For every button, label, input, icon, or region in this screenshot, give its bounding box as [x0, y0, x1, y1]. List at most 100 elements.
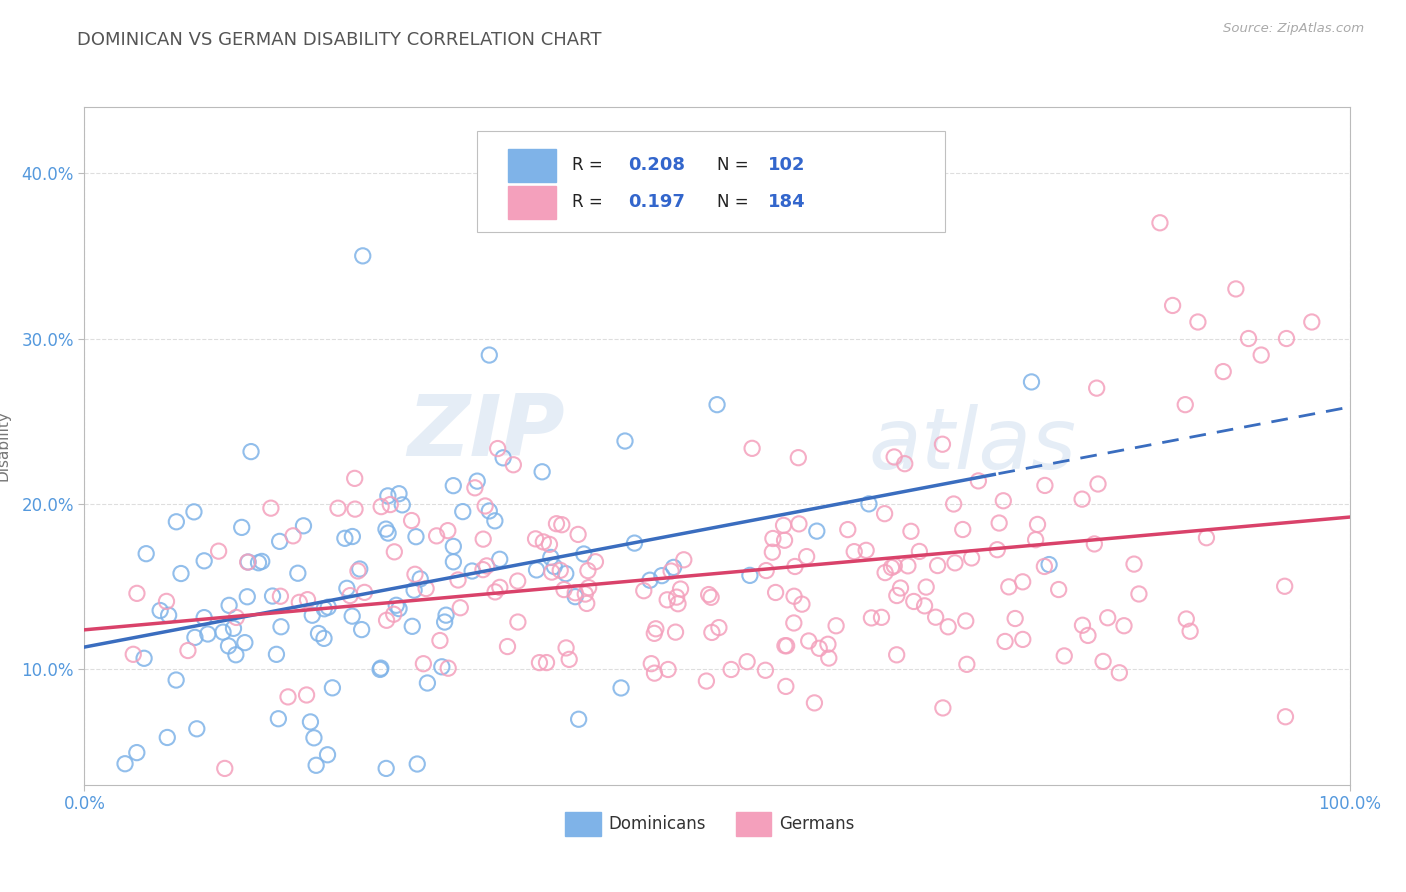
Point [149, 603, 172, 617]
Point [817, 651, 839, 665]
Point [465, 474, 488, 488]
Text: 0.197: 0.197 [628, 193, 685, 211]
Point [350, 623, 373, 637]
Point [1195, 531, 1218, 545]
Point [578, 581, 600, 595]
Point [225, 610, 247, 624]
Point [790, 597, 813, 611]
Point [1108, 665, 1130, 680]
Point [1174, 398, 1197, 412]
Point [1011, 632, 1033, 647]
Point [936, 620, 959, 634]
Point [488, 580, 510, 594]
Point [943, 556, 966, 570]
Point [1077, 628, 1099, 642]
Point [927, 558, 949, 573]
Point [447, 573, 470, 587]
Point [193, 610, 215, 624]
Point [787, 450, 810, 465]
Point [880, 560, 903, 574]
Point [340, 609, 363, 624]
Bar [509, 186, 557, 219]
Point [270, 620, 292, 634]
Point [316, 747, 339, 762]
Point [575, 597, 598, 611]
Point [707, 621, 730, 635]
Point [281, 529, 304, 543]
Point [873, 507, 896, 521]
Point [755, 564, 778, 578]
Text: N =: N = [717, 156, 754, 174]
Text: R =: R = [571, 193, 607, 211]
Point [558, 652, 581, 666]
Point [915, 580, 938, 594]
Point [837, 523, 859, 537]
Point [583, 555, 606, 569]
Point [353, 585, 375, 599]
Point [1025, 533, 1047, 547]
Point [775, 639, 797, 653]
Point [316, 600, 339, 615]
Point [269, 534, 291, 549]
Point [441, 540, 464, 554]
Point [860, 611, 883, 625]
Point [1033, 559, 1056, 574]
Point [1161, 298, 1184, 312]
Point [186, 722, 208, 736]
Point [540, 550, 562, 565]
Point [326, 501, 349, 516]
Point [666, 597, 689, 611]
Point [170, 566, 193, 581]
Point [305, 758, 328, 772]
Point [114, 756, 136, 771]
Point [344, 502, 367, 516]
Point [502, 458, 524, 472]
Point [380, 498, 402, 512]
Point [956, 657, 979, 672]
Point [1128, 587, 1150, 601]
Point [262, 589, 284, 603]
Point [765, 585, 787, 599]
Point [1250, 348, 1272, 362]
Point [292, 518, 315, 533]
Point [484, 514, 506, 528]
Point [548, 563, 571, 577]
Point [297, 592, 319, 607]
Point [375, 613, 398, 627]
Point [475, 558, 498, 573]
Point [554, 566, 576, 581]
Point [564, 590, 586, 604]
Point [967, 474, 990, 488]
Point [657, 592, 679, 607]
Text: 184: 184 [768, 193, 806, 211]
Point [156, 731, 179, 745]
Point [401, 514, 423, 528]
Point [553, 582, 575, 597]
Point [773, 533, 796, 548]
Point [197, 627, 219, 641]
Point [122, 648, 145, 662]
Point [998, 580, 1021, 594]
Point [762, 532, 785, 546]
Point [858, 497, 880, 511]
Point [567, 527, 589, 541]
Point [247, 556, 270, 570]
Point [643, 626, 665, 640]
Point [225, 648, 247, 662]
Point [165, 673, 187, 687]
Point [783, 559, 806, 574]
Point [1097, 611, 1119, 625]
Point [855, 543, 877, 558]
Text: DOMINICAN VS GERMAN DISABILITY CORRELATION CHART: DOMINICAN VS GERMAN DISABILITY CORRELATI… [77, 31, 602, 49]
Point [388, 486, 411, 500]
Text: R =: R = [571, 156, 607, 174]
Point [932, 701, 955, 715]
Point [184, 631, 207, 645]
Point [538, 537, 561, 551]
Point [1212, 365, 1234, 379]
Point [155, 594, 177, 608]
Point [568, 712, 591, 726]
Point [614, 434, 637, 448]
Point [472, 532, 495, 546]
Point [783, 589, 806, 603]
